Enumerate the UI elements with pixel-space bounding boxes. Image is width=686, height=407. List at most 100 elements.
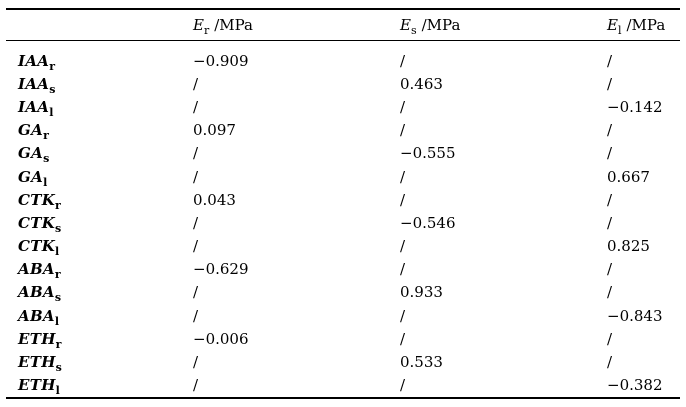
value-cell: /: [607, 213, 613, 232]
hormone-name: CTK: [18, 237, 56, 256]
hormone-name: ABA: [18, 260, 55, 279]
value-cell: 0.097: [193, 121, 236, 140]
row-label: ETHs: [6, 350, 193, 373]
value-cell: /: [400, 306, 406, 325]
hormone-subscript: s: [54, 291, 62, 305]
value-cell: /: [193, 144, 199, 163]
value-cell: 0.463: [400, 74, 443, 93]
table-row: ETHs / 0.533 /: [6, 350, 680, 373]
value-cell: /: [400, 376, 406, 395]
hormone-name: IAA: [18, 51, 50, 70]
table-row: CTKs / −0.546 /: [6, 211, 680, 234]
table-row: ABAr −0.629 / /: [6, 258, 680, 281]
row-label: ETHl: [6, 374, 193, 398]
value-cell: /: [193, 167, 199, 186]
value-cell: /: [193, 97, 199, 116]
table-row: IAAl / / −0.142: [6, 95, 680, 118]
value-cell: /: [607, 144, 613, 163]
modulus-subscript: r: [203, 24, 210, 37]
value-cell: /: [607, 51, 613, 70]
modulus-symbol: E: [607, 16, 618, 34]
value-cell: /: [400, 237, 406, 256]
value-cell: /: [400, 97, 406, 116]
value-cell: −0.546: [400, 213, 456, 232]
value-cell: /: [400, 167, 406, 186]
unit-label: /MPa: [214, 16, 253, 34]
unit-label: /MPa: [421, 16, 461, 34]
value-cell: /: [193, 213, 199, 232]
hormone-name: IAA: [18, 97, 50, 116]
value-cell: 0.933: [400, 283, 443, 302]
table-body: IAAr −0.909 / / IAAs / 0.463 / IAAl / / …: [6, 41, 680, 398]
row-label: CTKl: [6, 235, 193, 258]
row-label: CTKs: [6, 211, 193, 234]
table-row: ABAl / / −0.843: [6, 304, 680, 327]
value-cell: 0.825: [607, 237, 650, 256]
value-cell: /: [400, 329, 406, 348]
hormone-subscript: r: [55, 198, 62, 212]
value-cell: /: [193, 283, 199, 302]
hormone-subscript: r: [49, 59, 56, 73]
hormone-subscript: l: [55, 384, 61, 398]
hormone-name: GA: [18, 144, 44, 163]
hormone-subscript: l: [43, 175, 48, 189]
hormone-name: GA: [18, 167, 44, 186]
value-cell: /: [193, 237, 199, 256]
table-row: GAl / / 0.667: [6, 165, 680, 188]
table-row: CTKr 0.043 / /: [6, 188, 680, 211]
row-label: ABAl: [6, 304, 193, 327]
hormone-subscript: r: [43, 129, 50, 143]
value-cell: /: [193, 376, 199, 395]
value-cell: /: [607, 74, 613, 93]
column-header-es: Es/MPa: [400, 9, 607, 41]
hormone-subscript: l: [49, 105, 54, 119]
value-cell: /: [607, 260, 613, 279]
value-cell: /: [400, 260, 406, 279]
value-cell: /: [607, 329, 613, 348]
modulus-symbol: E: [400, 16, 411, 34]
value-cell: −0.382: [607, 376, 663, 395]
hormone-name: CTK: [18, 190, 56, 209]
modulus-symbol: E: [193, 16, 204, 34]
document-page: Er/MPa Es/MPa El/MPa IAAr −0.909 / / IAA…: [0, 8, 686, 407]
hormone-name: ABA: [18, 306, 55, 325]
table-row: GAr 0.097 / /: [6, 119, 680, 142]
row-label: IAAr: [6, 41, 193, 73]
row-label: IAAs: [6, 72, 193, 95]
table-row: ETHl / / −0.382: [6, 374, 680, 398]
hormone-subscript: s: [55, 361, 63, 375]
hormone-subscript: s: [49, 82, 56, 96]
value-cell: /: [193, 306, 199, 325]
value-cell: −0.142: [607, 97, 663, 116]
hormone-subscript: s: [43, 152, 50, 166]
header-row: Er/MPa Es/MPa El/MPa: [6, 9, 680, 41]
value-cell: /: [607, 283, 613, 302]
modulus-subscript: l: [617, 24, 622, 37]
table-row: ETHr −0.006 / /: [6, 327, 680, 350]
value-cell: 0.667: [607, 167, 650, 186]
row-label: GAs: [6, 142, 193, 165]
value-cell: −0.843: [607, 306, 663, 325]
value-cell: 0.533: [400, 353, 443, 372]
hormone-subscript: s: [55, 221, 62, 235]
value-cell: /: [607, 353, 613, 372]
value-cell: /: [193, 74, 199, 93]
unit-label: /MPa: [626, 16, 666, 34]
value-cell: −0.555: [400, 144, 456, 163]
hormone-name: ETH: [18, 353, 56, 372]
row-label: GAr: [6, 119, 193, 142]
table-row: IAAs / 0.463 /: [6, 72, 680, 95]
row-label: GAl: [6, 165, 193, 188]
table-row: GAs / −0.555 /: [6, 142, 680, 165]
hormone-name: IAA: [18, 74, 50, 93]
hormone-name: ABA: [18, 283, 55, 302]
hormone-subscript: r: [55, 337, 62, 351]
table-header: Er/MPa Es/MPa El/MPa: [6, 9, 680, 41]
row-label: ABAs: [6, 281, 193, 304]
row-label: ETHr: [6, 327, 193, 350]
value-cell: 0.043: [193, 190, 236, 209]
value-cell: /: [193, 353, 199, 372]
value-cell: /: [400, 51, 406, 70]
value-cell: −0.909: [193, 51, 249, 70]
hormone-name: ETH: [18, 376, 56, 395]
